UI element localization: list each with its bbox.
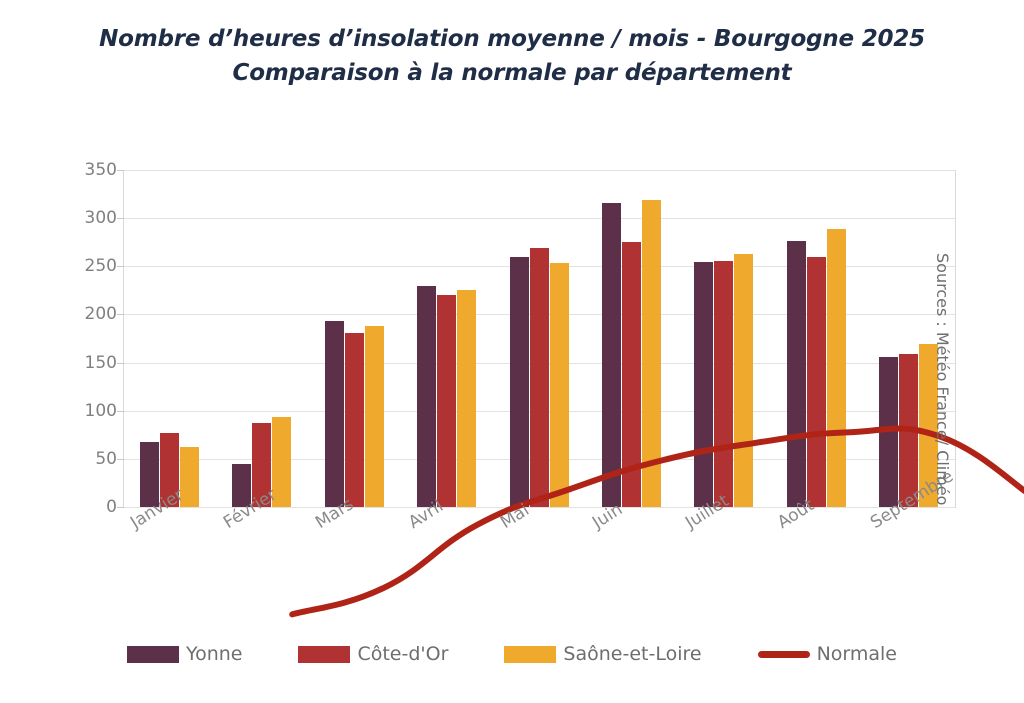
bar	[714, 260, 734, 507]
source-note: Sources : Météo France/ Climéo	[933, 253, 952, 506]
plot-right-border	[955, 170, 956, 508]
y-axis: 0 50 100 150 200 250 300 350	[55, 0, 117, 703]
bar	[734, 253, 754, 507]
bar	[344, 332, 364, 507]
legend-label: Saône-et-Loire	[563, 643, 702, 665]
bar-group	[694, 170, 754, 507]
title-line-2: Comparaison à la normale par département	[232, 60, 792, 86]
plot-area	[123, 170, 1024, 618]
bar	[694, 262, 714, 507]
bar-group	[879, 170, 939, 507]
legend-line-icon	[757, 650, 810, 658]
bar-group	[324, 170, 384, 507]
legend-item[interactable]: Côte-d'Or	[298, 643, 448, 665]
y-tick-label-250: 250	[84, 256, 117, 277]
chart-legend: Yonne Côte-d'Or Saône-et-Loire Normale	[0, 643, 1024, 665]
bar	[509, 256, 529, 507]
y-tick-mark-250	[117, 266, 124, 268]
y-tick-mark-150	[117, 362, 124, 364]
legend-swatch-icon	[126, 645, 179, 663]
bar	[601, 202, 621, 507]
page-title: Nombre d’heures d’insolation moyenne / m…	[0, 22, 1024, 90]
bar-group	[786, 170, 846, 507]
plot-left-border	[123, 170, 124, 508]
bar	[899, 353, 919, 507]
bar	[826, 228, 846, 507]
bar	[879, 356, 899, 507]
bar-group	[232, 170, 292, 507]
y-tick-mark-350	[117, 170, 124, 171]
y-tick-label-200: 200	[84, 304, 117, 325]
y-tick-mark-50	[117, 458, 124, 460]
legend-label: Côte-d'Or	[357, 643, 449, 665]
bar	[529, 248, 549, 507]
legend-label: Yonne	[185, 643, 243, 665]
bar	[417, 285, 437, 507]
y-tick-mark-100	[117, 410, 124, 412]
bar-group	[509, 170, 569, 507]
bar-group	[139, 170, 199, 507]
legend-label: Normale	[816, 643, 897, 665]
bar	[549, 263, 569, 507]
legend-item[interactable]: Normale	[757, 643, 897, 665]
bar	[457, 290, 477, 507]
bar-group	[417, 170, 477, 507]
bar	[252, 423, 272, 507]
gridline-350	[123, 170, 955, 171]
bar	[786, 241, 806, 507]
bar	[437, 295, 457, 507]
bar	[159, 432, 179, 507]
bar	[621, 242, 641, 507]
legend-swatch-icon	[298, 645, 351, 663]
y-tick-mark-200	[117, 314, 124, 316]
title-line-1: Nombre d’heures d’insolation moyenne / m…	[99, 26, 925, 52]
bar	[324, 321, 344, 507]
y-tick-mark-300	[117, 218, 124, 220]
bar	[272, 417, 292, 507]
y-tick-label-300: 300	[84, 208, 117, 229]
bar	[806, 256, 826, 507]
bar	[179, 447, 199, 507]
bar	[139, 441, 159, 507]
y-tick-mark-0	[117, 507, 124, 508]
bar-group	[601, 170, 661, 507]
y-tick-label-100: 100	[84, 400, 117, 421]
legend-item[interactable]: Yonne	[126, 643, 243, 665]
legend-swatch-icon	[504, 645, 557, 663]
bar	[364, 325, 384, 507]
bar	[641, 199, 661, 507]
bar	[232, 463, 252, 507]
gridline-300	[123, 218, 955, 220]
y-tick-label-50: 50	[95, 448, 117, 469]
y-tick-label-350: 350	[84, 160, 117, 180]
y-tick-label-150: 150	[84, 352, 117, 373]
legend-item[interactable]: Saône-et-Loire	[504, 643, 702, 665]
y-tick-label-0: 0	[106, 497, 117, 517]
